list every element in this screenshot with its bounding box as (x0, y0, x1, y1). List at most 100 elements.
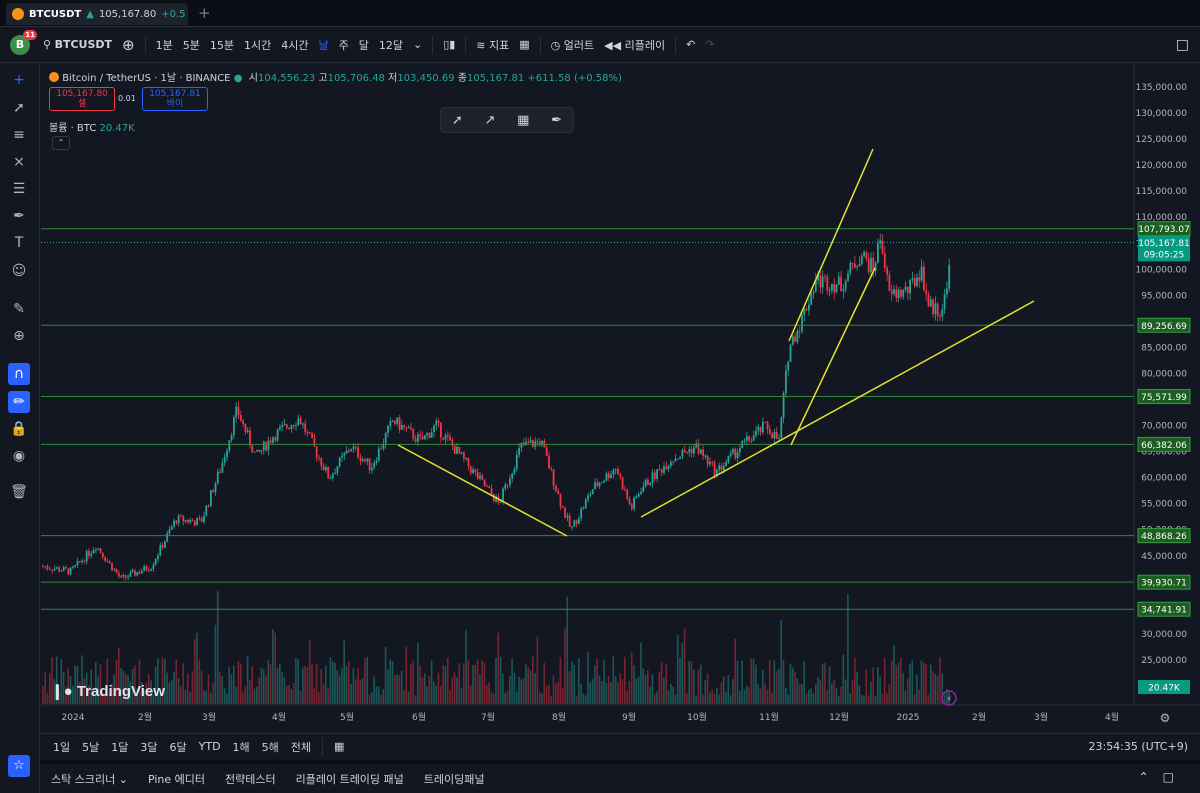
candle-body (58, 567, 60, 572)
active-tab[interactable]: BTCUSDT ▲ 105,167.80 +0.5 ✕ (6, 3, 188, 25)
buy-button[interactable]: 105,167.81 바이 (142, 87, 208, 111)
volume-series (42, 591, 950, 704)
alerts-button[interactable]: ◷ 얼러트 (546, 37, 599, 53)
tab-strategy-tester[interactable]: 전략테스터 (224, 772, 276, 786)
trash-icon[interactable]: 🗑 (10, 484, 28, 500)
interval-4h[interactable]: 4시간 (281, 38, 309, 52)
timezone-clock[interactable]: 23:54:35 (UTC+9) (1088, 740, 1188, 753)
compare-symbol-button[interactable]: ⊕ (122, 35, 135, 54)
range-3m[interactable]: 3달 (140, 740, 158, 754)
range-all[interactable]: 전체 (290, 740, 312, 754)
new-tab-button[interactable]: + (198, 4, 211, 22)
zoom-in-icon[interactable]: ⊕ (13, 328, 25, 344)
interval-1h[interactable]: 1시간 (243, 38, 272, 52)
candle-body (276, 429, 279, 441)
range-1d[interactable]: 1일 (53, 740, 71, 754)
sell-button[interactable]: 105,167.80 셀 (49, 87, 115, 111)
time-tick-label: 9월 (622, 711, 636, 723)
maximize-panel-icon[interactable]: □ (1162, 770, 1188, 784)
interval-1mo[interactable]: 달 (358, 38, 369, 52)
templates-grid-icon[interactable]: ▦ (519, 38, 530, 51)
ruler-icon[interactable]: ✎ (13, 301, 25, 317)
range-5d[interactable]: 5날 (82, 740, 100, 754)
tab-trading-panel[interactable]: 트레이딩패널 (423, 772, 485, 786)
volume-bar (444, 666, 447, 704)
candle-body (391, 420, 394, 422)
interval-12mo[interactable]: 12달 (378, 38, 403, 52)
pitchfork-icon[interactable]: ⨯ (13, 154, 25, 170)
lock-icon[interactable]: 🔒 (10, 421, 28, 437)
redo-icon[interactable]: ↷ (705, 38, 715, 51)
candle-body (798, 330, 801, 332)
volume-bar (124, 673, 127, 704)
interval-5m[interactable]: 5분 (182, 38, 200, 52)
candle-body (465, 457, 468, 459)
candle-style-icon[interactable]: ▯▮ (443, 38, 456, 51)
candle-body (437, 420, 440, 423)
stay-in-drawing-mode-icon[interactable]: ✏ (8, 391, 30, 413)
collapse-legend-chevron-icon[interactable]: ⌃ (52, 136, 70, 150)
crosshair-icon[interactable]: + (13, 72, 25, 88)
candle-body (630, 504, 633, 509)
trend-line-icon[interactable]: ➚ (451, 112, 463, 128)
brush-icon[interactable]: ✒ (551, 112, 563, 128)
watchlist-star-icon[interactable]: ☆ (8, 755, 30, 777)
chart-pane[interactable]: 135,000.00 130,000.00 125,000.00 120,000.00… (41, 63, 1200, 733)
low-label: 저 (388, 73, 398, 84)
symbol-title[interactable]: Bitcoin / TetherUS · 1날 · BINANCE (62, 73, 231, 84)
text-tool-icon[interactable]: T (14, 235, 24, 251)
eye-icon[interactable]: ◉ (12, 448, 26, 464)
tab-replay-trading-panel[interactable]: 리플레이 트레이딩 패널 (295, 772, 404, 786)
range-1m[interactable]: 1달 (111, 740, 129, 754)
volume-bar (860, 694, 863, 704)
range-6m[interactable]: 6달 (169, 740, 187, 754)
candle-body (946, 288, 948, 295)
interval-1m[interactable]: 1분 (155, 38, 173, 52)
tradingview-logo[interactable]: ❙● TradingView (51, 682, 165, 700)
volume-bar (796, 678, 799, 704)
avatar[interactable]: B 11 (10, 29, 37, 55)
volume-bar (833, 680, 835, 704)
fib-retracement-icon[interactable]: ☰ (12, 181, 26, 197)
candle-body (863, 252, 865, 257)
horizontal-lines-icon[interactable]: ≡ (13, 127, 25, 143)
candle-body (189, 519, 192, 523)
candle-body (920, 266, 923, 281)
volume-bar (826, 690, 828, 704)
price-tick-label: 110,000.00 (1135, 213, 1187, 223)
ray-line-icon[interactable]: ↗ (484, 112, 496, 128)
symbol-search-button[interactable]: ⚲ BTCUSDT (38, 38, 117, 51)
volume-bar (890, 660, 893, 704)
undo-icon[interactable]: ↶ (686, 38, 696, 51)
interval-1d[interactable]: 날 (318, 38, 329, 52)
volume-bar (458, 663, 460, 704)
fullscreen-icon[interactable]: □ (1175, 36, 1189, 53)
go-to-date-calendar-icon[interactable]: ▦ (334, 740, 345, 753)
price-chart-svg[interactable]: 135,000.00 130,000.00 125,000.00 120,000.00… (41, 63, 1200, 733)
candle-body (904, 286, 907, 290)
volume-bar (290, 688, 293, 704)
volume-bar (803, 661, 805, 704)
indicators-button[interactable]: ≋ 지표 (471, 37, 514, 53)
trend-line-icon[interactable]: ➚ (13, 100, 25, 116)
candle-body (545, 447, 548, 456)
volume-bar (913, 694, 916, 704)
range-5y[interactable]: 5해 (261, 740, 279, 754)
tab-pine-editor[interactable]: Pine 에디터 (147, 772, 205, 786)
magnet-icon[interactable]: ∩ (8, 363, 30, 385)
range-1y[interactable]: 1해 (232, 740, 250, 754)
brush-icon[interactable]: ✒ (13, 208, 25, 224)
tab-stock-screener[interactable]: 스탁 스크리너 ⌄ (51, 772, 128, 786)
collapse-panel-chevron-icon[interactable]: ⌃ (1138, 770, 1163, 784)
candle-body (879, 240, 882, 244)
candle-body (104, 557, 106, 561)
range-ytd[interactable]: YTD (198, 740, 221, 753)
grid-icon[interactable]: ▦ (517, 112, 530, 128)
interval-15m[interactable]: 15분 (209, 38, 234, 52)
replay-button[interactable]: ◀◀ 리플레이 (599, 37, 670, 53)
emoji-icon[interactable]: ☺ (11, 263, 27, 279)
interval-dropdown-chevron-icon[interactable]: ⌄ (412, 38, 423, 51)
candle-series (42, 233, 951, 581)
volume-bar (460, 687, 463, 704)
interval-1w[interactable]: 주 (338, 38, 349, 52)
